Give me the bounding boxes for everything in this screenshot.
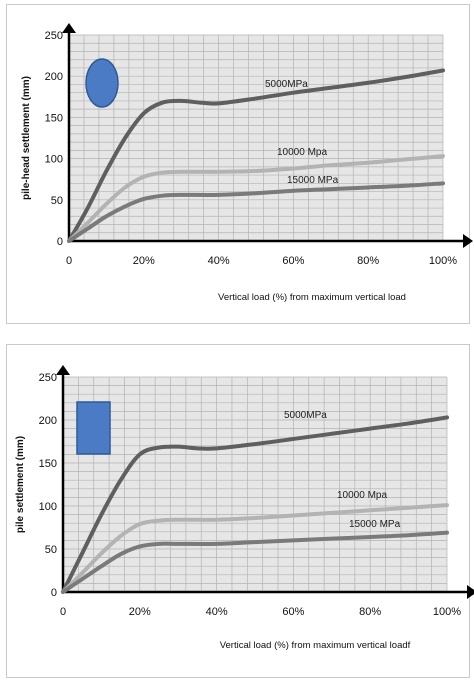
chart-panel-top: 0 50 100 150 200 250 0 20% 40% 60% 80% 100% pile-hea… — [6, 4, 473, 324]
x-tick-label: 0 — [60, 606, 66, 618]
y-tick-label: 200 — [45, 71, 63, 83]
y-tick-label: 50 — [51, 195, 63, 207]
series-line-1 — [67, 68, 445, 243]
series-label-1: 5000MPa — [284, 410, 327, 421]
y-tick-label: 250 — [45, 30, 63, 42]
x-tick-label: 80% — [359, 606, 381, 618]
x-tick-label: 100% — [433, 606, 461, 618]
x-axis-label: Vertical load (%) from maximum vertical … — [218, 292, 406, 303]
series-line-3 — [61, 530, 449, 594]
x-tick-label: 100% — [429, 255, 457, 267]
chart-panel-bottom: 0 50 100 150 200 250 0 20% 40% 60% 80% 100% pile set… — [6, 344, 474, 678]
x-tick-label: 20% — [133, 255, 155, 267]
y-tick-label: 0 — [57, 236, 63, 248]
x-tick-label: 40% — [206, 606, 228, 618]
y-tick-label: 100 — [39, 501, 57, 513]
y-tick-label: 250 — [39, 372, 57, 384]
series-line-3 — [67, 181, 445, 243]
y-tick-label: 50 — [45, 544, 57, 556]
y-axis-arrow — [56, 365, 70, 375]
plot-area — [63, 377, 447, 592]
series-label-2: 10000 Mpa — [277, 147, 327, 158]
y-tick-label: 100 — [45, 154, 63, 166]
x-tick-label: 0 — [66, 255, 72, 267]
x-axis-arrow — [463, 234, 473, 248]
x-tick-label: 20% — [129, 606, 151, 618]
x-tick-label: 60% — [282, 255, 304, 267]
y-tick-label: 200 — [39, 415, 57, 427]
x-axis-label: Vertical load (%) from maximum vertical … — [220, 640, 411, 651]
series-label-3: 15000 MPa — [287, 175, 339, 186]
series-label-3: 15000 MPa — [349, 519, 401, 530]
y-axis-label: pile-head settlement (mm) — [21, 76, 32, 200]
series-label-2: 10000 Mpa — [337, 490, 387, 501]
y-tick-label: 0 — [51, 587, 57, 599]
series-line-2 — [61, 503, 449, 594]
x-tick-label: 40% — [208, 255, 230, 267]
plot-area — [69, 35, 443, 241]
chart-top: 0 50 100 150 200 250 0 20% 40% 60% 80% 100% pile-hea… — [21, 23, 473, 303]
series-line-2 — [67, 154, 445, 243]
y-tick-label: 150 — [45, 112, 63, 124]
x-tick-label: 60% — [282, 606, 304, 618]
square-marker-shape — [76, 401, 111, 455]
series-line-1 — [61, 415, 449, 594]
y-axis-arrow — [62, 23, 76, 33]
x-tick-label: 80% — [357, 255, 379, 267]
x-axis-arrow — [467, 585, 474, 599]
series-label-1: 5000MPa — [265, 79, 308, 90]
circle-marker-shape — [85, 58, 119, 108]
y-tick-label: 150 — [39, 458, 57, 470]
chart-bottom: 0 50 100 150 200 250 0 20% 40% 60% 80% 100% pile set… — [15, 365, 474, 651]
y-axis-label: pile settlement (mm) — [15, 436, 26, 533]
